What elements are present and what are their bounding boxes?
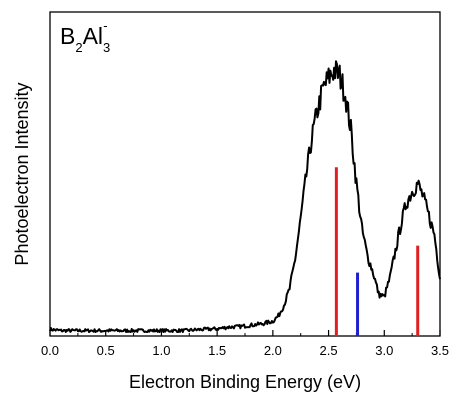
x-tick-label: 1.0 — [152, 343, 170, 358]
x-tick-label: 0.0 — [41, 343, 59, 358]
plot-area — [49, 11, 441, 337]
chart-title: B2Al3 - — [60, 18, 110, 55]
x-tick-label: 0.5 — [97, 343, 115, 358]
chart-title-part: Al — [83, 23, 103, 49]
x-axis-label: Electron Binding Energy (eV) — [129, 372, 361, 392]
chart-title-part: - — [103, 18, 107, 33]
x-axis-tick-labels: 0.0 0.5 1.0 1.5 2.0 2.5 3.0 3.5 — [41, 343, 449, 358]
spectrum-curve — [49, 60, 441, 333]
x-tick-label: 2.5 — [320, 343, 338, 358]
x-tick-label: 3.5 — [431, 343, 449, 358]
chart-title-part: 2 — [75, 40, 82, 55]
x-tick-label: 3.0 — [375, 343, 393, 358]
x-tick-label: 1.5 — [208, 343, 226, 358]
stick-markers — [334, 167, 420, 336]
chart-title-part: B — [60, 23, 75, 49]
y-axis-label: Photoelectron Intensity — [12, 82, 32, 265]
x-tick-label: 2.0 — [264, 343, 282, 358]
chart-title-part: 3 — [103, 40, 110, 55]
